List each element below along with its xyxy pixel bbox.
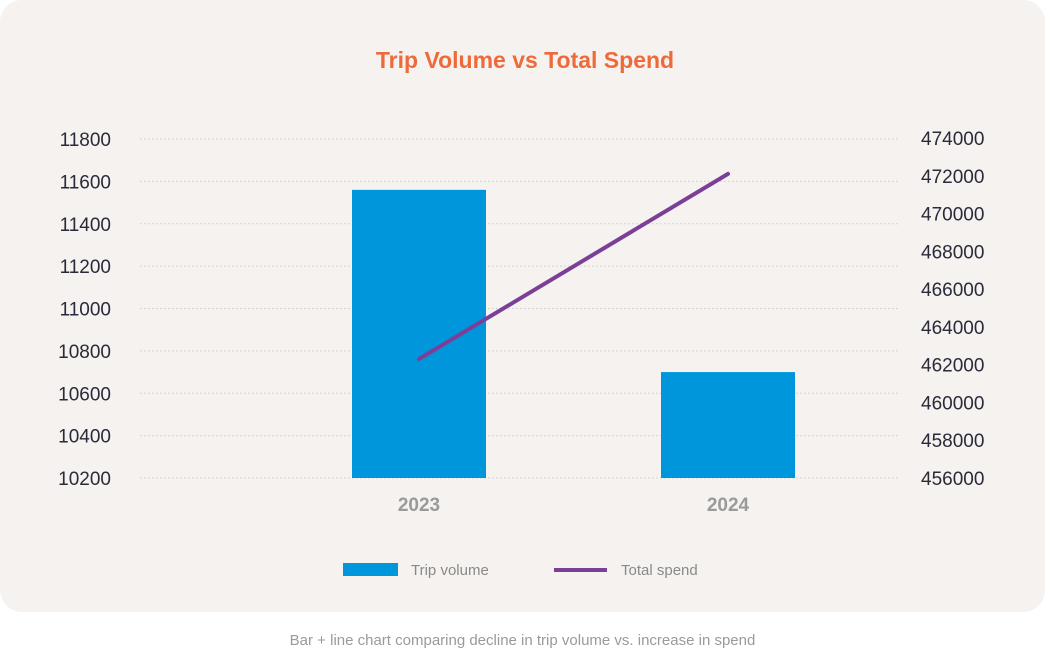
line-total-spend [417, 171, 730, 361]
y-right-tick-label: 466000 [921, 280, 984, 301]
y-left-tick-label: 11200 [60, 257, 111, 278]
y-left-tick-label: 11400 [60, 215, 111, 236]
y-left-tick-label: 10200 [58, 469, 111, 490]
legend-label-trip-volume: Trip volume [411, 562, 489, 579]
y-left-tick-label: 10800 [58, 342, 111, 363]
bar-2023 [352, 189, 486, 478]
x-category-label: 2024 [707, 495, 750, 516]
y-left-tick-label: 11000 [60, 300, 111, 321]
legend-label-total-spend: Total spend [621, 562, 698, 579]
y-right-tick-label: 456000 [921, 469, 984, 490]
y-right-tick-label: 462000 [921, 356, 984, 377]
chart-card [0, 0, 1045, 612]
chart-caption: Bar + line chart comparing decline in tr… [289, 632, 756, 648]
y-right-tick-label: 460000 [921, 393, 984, 414]
y-right-tick-label: 464000 [921, 318, 984, 339]
chart-svg: Trip Volume vs Total Spend 11800 11600 1140… [58, 47, 984, 579]
y-left-tick-label: 11800 [60, 130, 111, 151]
chart-title: Trip Volume vs Total Spend [376, 47, 674, 73]
y-left-tick-label: 11600 [60, 172, 111, 193]
y-right-tick-label: 468000 [921, 242, 984, 263]
bar-2024 [661, 372, 795, 478]
legend-swatch-trip-volume [343, 563, 398, 576]
y-right-tick-label: 472000 [921, 167, 984, 188]
x-category-label: 2023 [398, 495, 440, 516]
y-right-tick-label: 470000 [921, 205, 984, 226]
y-right-tick-label: 474000 [921, 129, 984, 150]
y-right-tick-label: 458000 [921, 431, 984, 452]
y-left-tick-label: 10400 [58, 427, 111, 448]
y-left-tick-label: 10600 [58, 384, 111, 405]
